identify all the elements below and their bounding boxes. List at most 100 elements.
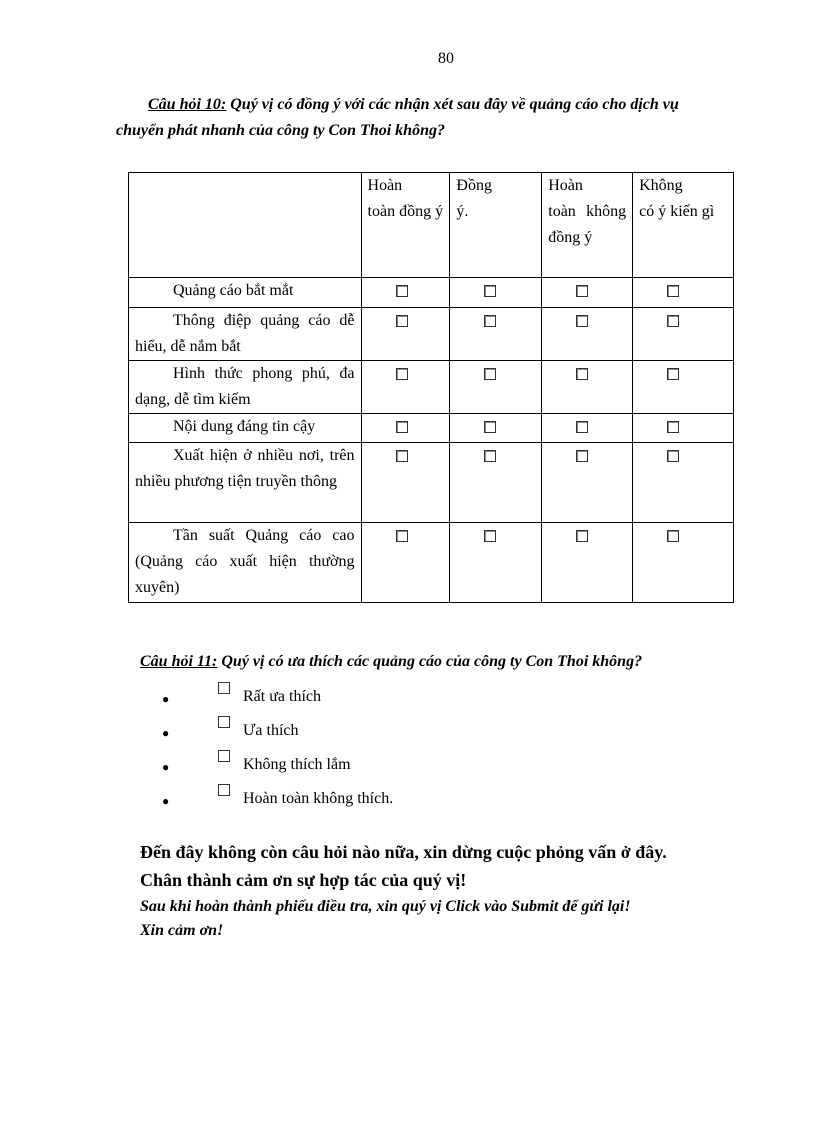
option-cell bbox=[360, 307, 451, 361]
checkbox[interactable] bbox=[395, 450, 408, 462]
option-cell bbox=[449, 277, 543, 308]
checkbox[interactable] bbox=[218, 716, 230, 728]
column-header: Hoàn toàn đồng ý bbox=[360, 172, 451, 278]
question-11-label: Câu hỏi 11: bbox=[140, 653, 218, 670]
checkbox[interactable] bbox=[667, 421, 680, 433]
option-cell bbox=[449, 413, 543, 443]
checkbox[interactable] bbox=[395, 421, 408, 433]
column-header-rest: có ý kiến gì bbox=[639, 203, 715, 220]
checkbox[interactable] bbox=[576, 421, 589, 433]
option-cell bbox=[632, 442, 734, 523]
header-empty-cell bbox=[128, 172, 362, 278]
option-cell bbox=[541, 522, 634, 603]
checkbox[interactable] bbox=[576, 368, 589, 380]
statement-cell: Tần suất Quảng cáo cao (Quảng cáo xuất h… bbox=[128, 522, 362, 603]
column-header-rest: ý. bbox=[456, 203, 469, 220]
option-cell bbox=[541, 442, 634, 523]
option-cell bbox=[360, 277, 451, 308]
closing-line-3: Sau khi hoàn thành phiếu điều tra, xin q… bbox=[140, 898, 631, 915]
table-row: Nội dung đáng tin cậy bbox=[128, 413, 734, 443]
option-label: Rất ưa thích bbox=[243, 688, 321, 705]
column-header-rest: toàn không đồng ý bbox=[548, 203, 627, 246]
question-10-label: Câu hỏi 10: bbox=[148, 96, 227, 113]
statement-cell: Xuất hiện ở nhiều nơi, trên nhiều phương… bbox=[128, 442, 362, 523]
table-row: Quảng cáo bắt mắt bbox=[128, 277, 734, 308]
table-row: Tần suất Quảng cáo cao (Quảng cáo xuất h… bbox=[128, 522, 734, 603]
closing-line-4: Xin cảm ơn! bbox=[140, 922, 224, 939]
question-10-line1: Câu hỏi 10: Quý vị có đồng ý với các nhậ… bbox=[148, 96, 679, 114]
column-header-first: Hoàn bbox=[367, 177, 403, 194]
question-11-text: Quý vị có ưa thích các quảng cáo của côn… bbox=[217, 653, 643, 670]
statement-cell: Thông điệp quảng cáo dễ hiểu, dễ nắm bắt bbox=[128, 307, 362, 361]
option-cell bbox=[449, 522, 543, 603]
option-label: Không thích lắm bbox=[243, 756, 351, 773]
column-header: Không có ý kiến gì bbox=[632, 172, 734, 278]
column-header: Hoàn toàn không đồng ý bbox=[541, 172, 634, 278]
question-10-line2: chuyển phát nhanh của công ty Con Thoi k… bbox=[116, 122, 445, 139]
checkbox[interactable] bbox=[218, 682, 230, 694]
closing-line-1: Đến đây không còn câu hỏi nào nữa, xin d… bbox=[140, 842, 667, 862]
checkbox[interactable] bbox=[667, 368, 680, 380]
table-row: Thông điệp quảng cáo dễ hiểu, dễ nắm bắt bbox=[128, 307, 734, 361]
statement-cell: Quảng cáo bắt mắt bbox=[128, 277, 362, 308]
page-number: 80 bbox=[438, 50, 454, 67]
option-cell bbox=[632, 360, 734, 414]
column-header-first: Hoàn bbox=[548, 177, 583, 194]
question-10-text: Quý vị có đồng ý với các nhận xét sau đâ… bbox=[226, 96, 679, 113]
option-cell bbox=[360, 413, 451, 443]
option-cell bbox=[632, 413, 734, 443]
checkbox[interactable] bbox=[395, 285, 408, 297]
checkbox[interactable] bbox=[218, 750, 230, 762]
checkbox[interactable] bbox=[484, 285, 497, 297]
checkbox[interactable] bbox=[576, 450, 589, 462]
checkbox[interactable] bbox=[218, 784, 230, 796]
option-cell bbox=[360, 360, 451, 414]
option-label: Hoàn toàn không thích. bbox=[243, 790, 394, 807]
option-cell bbox=[632, 307, 734, 361]
option-label: Ưa thích bbox=[243, 722, 299, 739]
checkbox[interactable] bbox=[484, 450, 497, 462]
option-cell bbox=[541, 277, 634, 308]
option-cell bbox=[449, 442, 543, 523]
statement-cell: Hình thức phong phú, đa dạng, dễ tìm kiế… bbox=[128, 360, 362, 414]
option-cell bbox=[632, 277, 734, 308]
checkbox[interactable] bbox=[576, 285, 589, 297]
option-cell bbox=[541, 307, 634, 361]
option-cell bbox=[541, 413, 634, 443]
option-cell bbox=[632, 522, 734, 603]
column-header-first: Không bbox=[639, 177, 683, 194]
checkbox[interactable] bbox=[576, 315, 589, 327]
question-11: Câu hỏi 11: Quý vị có ưa thích các quảng… bbox=[140, 653, 642, 671]
checkbox[interactable] bbox=[667, 315, 680, 327]
checkbox[interactable] bbox=[576, 530, 589, 542]
bullet-icon: ● bbox=[162, 692, 170, 706]
bullet-icon: ● bbox=[162, 794, 170, 808]
statement-cell: Nội dung đáng tin cậy bbox=[128, 413, 362, 443]
bullet-icon: ● bbox=[162, 726, 170, 740]
agreement-table: Hoàn toàn đồng ý Đồng ý. Hoàn toàn không đồng… bbox=[128, 172, 734, 603]
option-cell bbox=[360, 522, 451, 603]
checkbox[interactable] bbox=[395, 368, 408, 380]
checkbox[interactable] bbox=[667, 530, 680, 542]
table-header-row: Hoàn toàn đồng ý Đồng ý. Hoàn toàn không đồng… bbox=[128, 172, 734, 278]
closing-line-2: Chân thành cảm ơn sự hợp tác của quý vị! bbox=[140, 870, 467, 890]
checkbox[interactable] bbox=[484, 530, 497, 542]
option-cell bbox=[360, 442, 451, 523]
checkbox[interactable] bbox=[484, 421, 497, 433]
checkbox[interactable] bbox=[395, 530, 408, 542]
option-cell bbox=[449, 360, 543, 414]
table-row: Xuất hiện ở nhiều nơi, trên nhiều phương… bbox=[128, 442, 734, 523]
checkbox[interactable] bbox=[667, 450, 680, 462]
table-row: Hình thức phong phú, đa dạng, dễ tìm kiế… bbox=[128, 360, 734, 414]
checkbox[interactable] bbox=[667, 285, 680, 297]
column-header-rest: toàn đồng ý bbox=[367, 203, 444, 220]
checkbox[interactable] bbox=[395, 315, 408, 327]
checkbox[interactable] bbox=[484, 315, 497, 327]
option-cell bbox=[541, 360, 634, 414]
column-header-first: Đồng bbox=[456, 177, 492, 194]
checkbox[interactable] bbox=[484, 368, 497, 380]
bullet-icon: ● bbox=[162, 760, 170, 774]
column-header: Đồng ý. bbox=[449, 172, 543, 278]
option-cell bbox=[449, 307, 543, 361]
